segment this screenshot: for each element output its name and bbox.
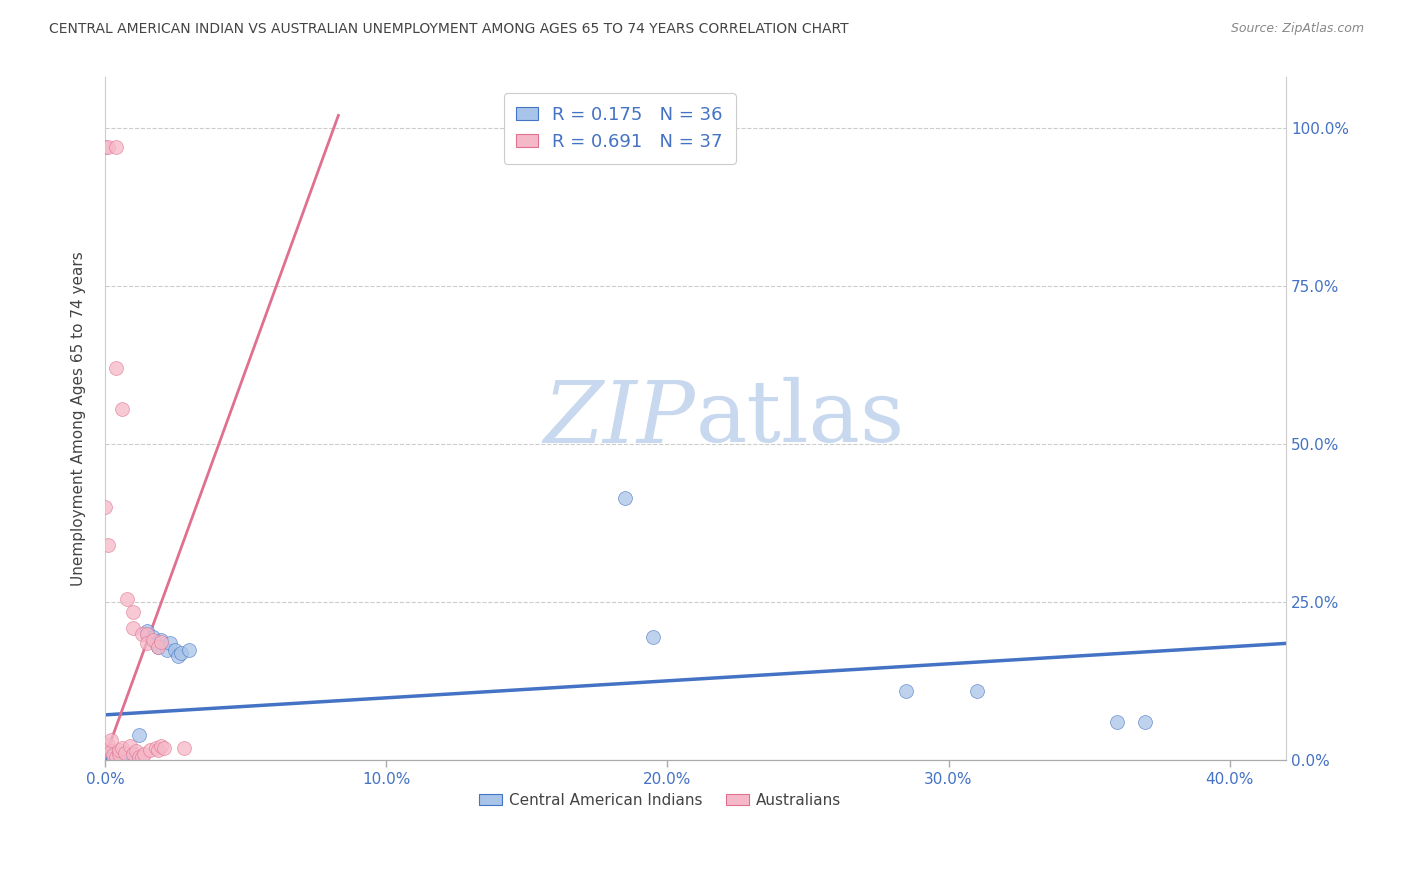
- Point: [100, 748, 122, 763]
- Point: [103, 748, 125, 763]
- Point: [105, 752, 128, 766]
- Point: [170, 646, 193, 660]
- Point: [179, 642, 201, 657]
- Point: [122, 605, 145, 619]
- Point: [142, 633, 165, 648]
- Point: [97, 538, 120, 552]
- Point: [165, 642, 187, 657]
- Text: Source: ZipAtlas.com: Source: ZipAtlas.com: [1230, 22, 1364, 36]
- Point: [966, 683, 988, 698]
- Point: [105, 750, 128, 764]
- Point: [159, 636, 181, 650]
- Point: [97, 738, 120, 752]
- Point: [105, 361, 128, 376]
- Point: [105, 140, 128, 154]
- Point: [148, 743, 170, 757]
- Point: [103, 753, 125, 767]
- Point: [131, 749, 153, 764]
- Text: CENTRAL AMERICAN INDIAN VS AUSTRALIAN UNEMPLOYMENT AMONG AGES 65 TO 74 YEARS COR: CENTRAL AMERICAN INDIAN VS AUSTRALIAN UN…: [49, 22, 849, 37]
- Legend: Central American Indians, Australians: Central American Indians, Australians: [472, 787, 848, 814]
- Point: [122, 621, 145, 635]
- Point: [173, 740, 195, 755]
- Point: [108, 747, 131, 761]
- Point: [108, 753, 131, 767]
- Point: [128, 749, 150, 764]
- Point: [150, 634, 173, 648]
- Y-axis label: Unemployment Among Ages 65 to 74 years: Unemployment Among Ages 65 to 74 years: [72, 252, 86, 586]
- Point: [100, 744, 122, 758]
- Point: [94, 140, 117, 154]
- Point: [105, 753, 128, 767]
- Point: [1107, 715, 1129, 730]
- Point: [142, 630, 165, 644]
- Text: ZIP: ZIP: [544, 377, 696, 460]
- Point: [150, 739, 173, 754]
- Point: [103, 751, 125, 765]
- Point: [153, 740, 176, 755]
- Point: [148, 640, 170, 654]
- Point: [136, 627, 159, 641]
- Point: [128, 728, 150, 742]
- Point: [120, 739, 142, 754]
- Point: [117, 753, 139, 767]
- Point: [122, 753, 145, 767]
- Point: [97, 750, 120, 764]
- Point: [896, 683, 918, 698]
- Point: [108, 743, 131, 757]
- Point: [148, 640, 170, 654]
- Point: [122, 753, 145, 767]
- Point: [1135, 715, 1157, 730]
- Text: atlas: atlas: [696, 377, 904, 460]
- Point: [111, 402, 134, 417]
- Point: [125, 744, 148, 758]
- Point: [100, 733, 122, 747]
- Point: [108, 753, 131, 767]
- Point: [614, 491, 637, 505]
- Point: [97, 140, 120, 154]
- Point: [131, 627, 153, 641]
- Point: [128, 753, 150, 767]
- Point: [134, 747, 156, 761]
- Point: [167, 648, 190, 663]
- Point: [150, 633, 173, 648]
- Point: [114, 752, 136, 766]
- Point: [94, 500, 117, 515]
- Point: [122, 747, 145, 761]
- Point: [111, 752, 134, 766]
- Point: [145, 636, 167, 650]
- Point: [136, 624, 159, 638]
- Point: [111, 740, 134, 755]
- Point: [114, 746, 136, 760]
- Point: [136, 627, 159, 641]
- Point: [117, 592, 139, 607]
- Point: [139, 743, 162, 757]
- Point: [94, 747, 117, 761]
- Point: [156, 642, 179, 657]
- Point: [136, 636, 159, 650]
- Point: [145, 740, 167, 755]
- Point: [111, 753, 134, 767]
- Point: [100, 752, 122, 766]
- Point: [643, 630, 665, 644]
